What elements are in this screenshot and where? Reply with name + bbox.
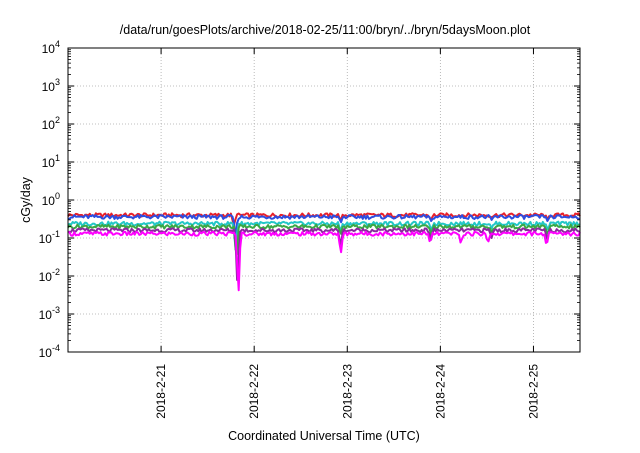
series-line-6 bbox=[67, 230, 581, 292]
y-tick-label: 10-1 bbox=[39, 229, 60, 246]
y-tick-exponent: -2 bbox=[52, 267, 60, 277]
y-tick-exponent: -1 bbox=[52, 229, 60, 239]
series-line-4 bbox=[67, 223, 581, 256]
plot-frame bbox=[67, 47, 581, 353]
x-tick-label: 2018-2-22 bbox=[247, 364, 261, 419]
series-layer bbox=[67, 212, 581, 292]
y-tick-label: 101 bbox=[42, 153, 60, 170]
grid-layer bbox=[68, 48, 580, 352]
y-tick-label: 10-4 bbox=[39, 343, 60, 360]
axis-layer: 10-410-310-210-11001011021031042018-2-21… bbox=[39, 39, 580, 419]
series-line-3 bbox=[67, 220, 581, 251]
y-tick-exponent: 3 bbox=[55, 77, 60, 87]
y-tick-label: 103 bbox=[42, 77, 60, 94]
y-tick-exponent: 2 bbox=[55, 115, 60, 125]
y-tick-exponent: -3 bbox=[52, 305, 60, 315]
x-tick-label: 2018-2-25 bbox=[526, 364, 540, 419]
chart-title: /data/run/goesPlots/archive/2018-02-25/1… bbox=[120, 23, 531, 37]
series-line-5 bbox=[67, 227, 581, 281]
y-tick-exponent: 1 bbox=[55, 153, 60, 163]
y-tick-label: 10-2 bbox=[39, 267, 60, 284]
y-tick-label: 104 bbox=[42, 39, 60, 56]
x-tick-label: 2018-2-24 bbox=[433, 364, 447, 419]
y-axis-label: cGy/day bbox=[19, 176, 33, 223]
y-tick-label: 100 bbox=[42, 191, 60, 208]
y-tick-label: 102 bbox=[42, 115, 60, 132]
x-axis-label: Coordinated Universal Time (UTC) bbox=[228, 429, 420, 443]
y-tick-exponent: 0 bbox=[55, 191, 60, 201]
x-tick-label: 2018-2-23 bbox=[340, 364, 354, 419]
y-tick-exponent: -4 bbox=[52, 343, 60, 353]
y-tick-label: 10-3 bbox=[39, 305, 60, 322]
series-line-2 bbox=[67, 214, 581, 239]
x-tick-label: 2018-2-21 bbox=[154, 364, 168, 419]
y-tick-exponent: 4 bbox=[55, 39, 60, 49]
